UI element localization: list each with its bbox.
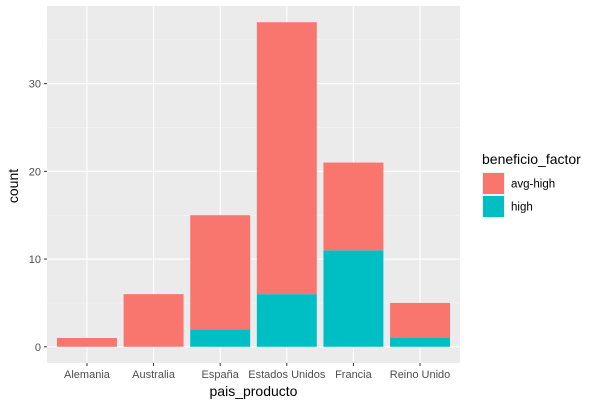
bar-avg-high (190, 215, 251, 330)
bar-avg-high (256, 22, 317, 295)
bar-high (190, 329, 251, 347)
y-tick-label: 10 (29, 254, 41, 266)
bar-high (323, 250, 384, 347)
bar-avg-high (123, 294, 184, 347)
x-tick-label: Australia (132, 369, 176, 381)
bar-avg-high (56, 338, 117, 347)
y-tick-label: 30 (29, 79, 41, 91)
y-tick-label: 20 (29, 166, 41, 178)
bar-high (256, 294, 317, 347)
y-tick-label: 0 (35, 342, 41, 354)
x-tick-label: España (202, 369, 240, 381)
x-tick-label: Estados Unidos (248, 369, 326, 381)
bars (56, 22, 451, 347)
legend: beneficio_factor avg-high high (482, 151, 581, 218)
x-tick-label: Reino Unido (390, 369, 451, 381)
legend-title: beneficio_factor (482, 151, 581, 167)
x-tick-label: Alemania (64, 369, 111, 381)
x-tick-label: Francia (335, 369, 373, 381)
legend-key-high (483, 196, 504, 217)
legend-label: high (511, 202, 533, 214)
x-axis: Alemania Australia España Estados Unidos Fra… (64, 363, 450, 381)
x-axis-title: pais_producto (210, 383, 298, 399)
bar-high (390, 338, 451, 347)
bar-avg-high (323, 162, 384, 251)
bar-avg-high (390, 302, 451, 339)
y-axis-title: count (5, 169, 21, 203)
legend-key-avg-high (483, 173, 504, 194)
y-axis: 0 10 20 30 (29, 79, 47, 354)
legend-label: avg-high (511, 179, 555, 191)
